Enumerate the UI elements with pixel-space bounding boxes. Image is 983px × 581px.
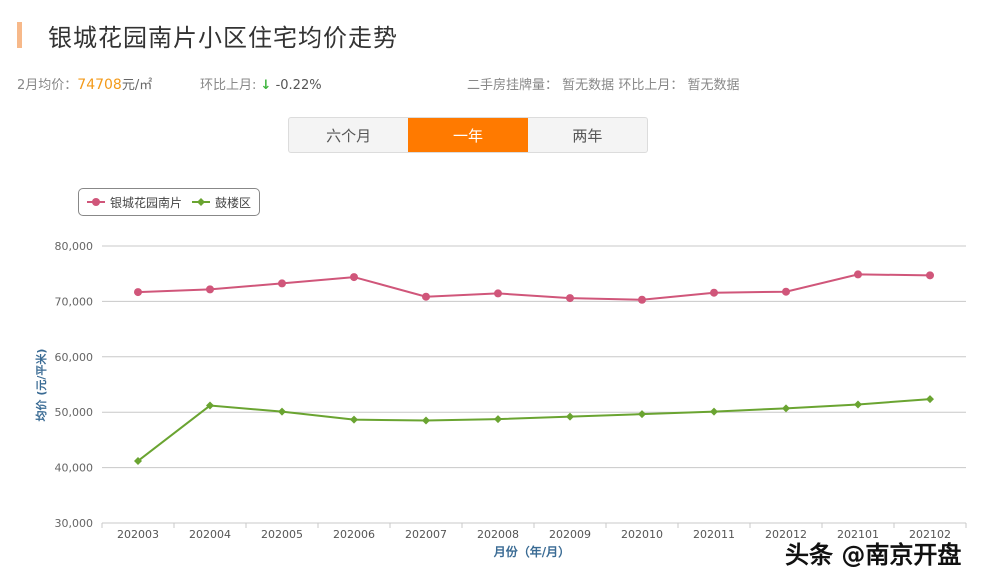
mom-group: 环比上月: ↓ -0.22%	[200, 74, 322, 93]
x-tick-label: 202008	[477, 528, 519, 541]
legend-item-gulou[interactable]: 鼓楼区	[192, 194, 251, 211]
data-point[interactable]	[134, 456, 142, 465]
tab-one-year[interactable]: 一年	[408, 118, 528, 152]
second-mom-label: 环比上月：	[618, 78, 684, 93]
title-accent-bar	[17, 22, 22, 48]
price-value: 74708	[77, 77, 122, 93]
y-tick-label: 30,000	[55, 517, 94, 530]
series-line	[137, 398, 931, 462]
data-point[interactable]	[350, 273, 358, 282]
y-axis-label: 均价 (元/平米)	[34, 349, 48, 422]
series-line	[137, 273, 931, 301]
legend-item-yincheng[interactable]: 银城花园南片	[87, 194, 182, 211]
y-tick-label: 50,000	[55, 406, 94, 419]
second-hand-label: 二手房挂牌量：	[467, 78, 559, 93]
price-label: 2月均价：	[17, 78, 78, 93]
data-point[interactable]	[854, 270, 862, 279]
data-point[interactable]	[206, 401, 214, 410]
x-tick-label: 202003	[117, 528, 159, 541]
data-point[interactable]	[782, 404, 790, 413]
x-tick-label: 202010	[621, 528, 663, 541]
x-tick-label: 202012	[765, 528, 807, 541]
data-point[interactable]	[782, 287, 790, 296]
data-point[interactable]	[566, 412, 574, 421]
data-point[interactable]	[206, 285, 214, 294]
x-tick-label: 202007	[405, 528, 447, 541]
legend-label: 银城花园南片	[110, 195, 183, 210]
x-axis-label: 月份（年/月）	[493, 544, 570, 559]
y-tick-label: 70,000	[55, 295, 94, 308]
x-tick-label: 202011	[693, 528, 735, 541]
x-tick-label: 202006	[333, 528, 375, 541]
diamond-marker-icon	[192, 198, 211, 206]
data-point[interactable]	[926, 395, 934, 404]
data-point[interactable]	[278, 407, 286, 416]
mom-label: 环比上月:	[200, 78, 257, 93]
data-point[interactable]	[638, 410, 646, 419]
data-point[interactable]	[278, 279, 286, 288]
x-tick-label: 202101	[837, 528, 879, 541]
x-tick-label: 202004	[189, 528, 231, 541]
data-point[interactable]	[422, 416, 430, 425]
chart-legend: 银城花园南片 鼓楼区	[78, 188, 261, 216]
page-title: 银城花园南片小区住宅均价走势	[48, 24, 398, 52]
data-point[interactable]	[854, 400, 862, 409]
price-unit: 元/㎡	[121, 78, 153, 93]
stats-row: 2月均价：74708元/㎡ 环比上月: ↓ -0.22% 二手房挂牌量： 暂无数…	[17, 74, 739, 93]
x-tick-label: 202009	[549, 528, 591, 541]
second-hand-value: 暂无数据	[562, 78, 615, 93]
mom-value: -0.22%	[275, 78, 322, 93]
period-tabs: 六个月 一年 两年	[288, 117, 648, 153]
watermark: 头条 @南京开盘	[785, 541, 962, 569]
data-point[interactable]	[494, 415, 502, 424]
x-tick-label: 202005	[261, 528, 303, 541]
data-point[interactable]	[566, 294, 574, 303]
arrow-down-icon: ↓	[260, 78, 272, 93]
data-point[interactable]	[638, 295, 646, 304]
data-point[interactable]	[422, 292, 430, 301]
y-tick-label: 80,000	[55, 240, 94, 253]
data-point[interactable]	[494, 289, 502, 298]
second-hand-group: 二手房挂牌量： 暂无数据 环比上月： 暂无数据	[467, 74, 739, 93]
tab-six-months[interactable]: 六个月	[326, 126, 372, 145]
legend-label: 鼓楼区	[215, 195, 252, 210]
second-mom-value: 暂无数据	[687, 78, 740, 93]
tab-two-years[interactable]: 两年	[572, 126, 603, 145]
data-point[interactable]	[926, 271, 934, 280]
x-tick-label: 202102	[909, 528, 951, 541]
data-point[interactable]	[350, 415, 358, 424]
y-tick-label: 60,000	[55, 351, 94, 364]
data-point[interactable]	[710, 407, 718, 416]
y-tick-label: 40,000	[55, 462, 94, 475]
circle-marker-icon	[87, 198, 105, 206]
data-point[interactable]	[134, 288, 142, 297]
data-point[interactable]	[710, 288, 718, 297]
